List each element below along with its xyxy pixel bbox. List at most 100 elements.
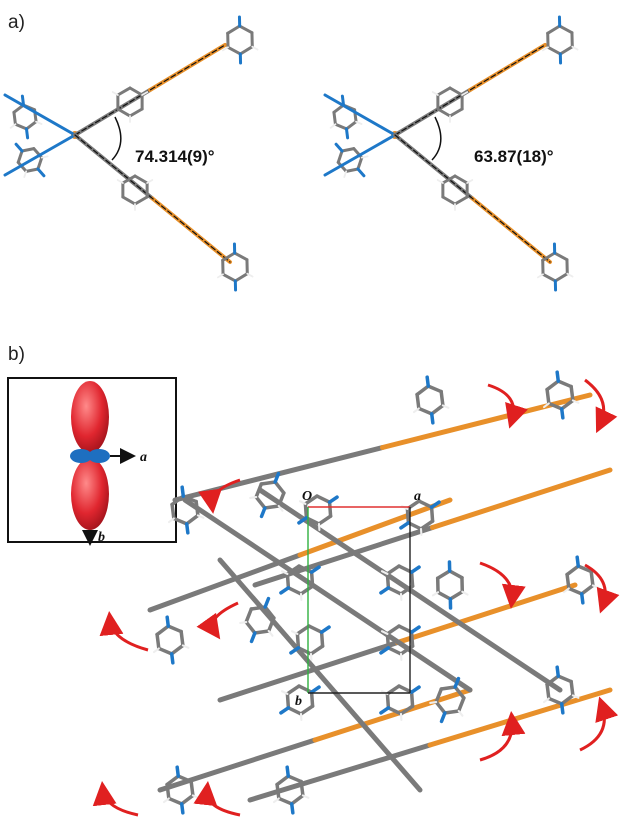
hydrogen-bond [272,797,280,804]
ring-bond [254,495,267,510]
cyano-tip [179,802,185,815]
cyano-tip [297,516,309,525]
ring-bond [443,709,461,715]
ring-bond [249,605,267,611]
hydrogen-bond [181,644,190,649]
ring-bond [546,45,562,56]
cyano-tip [579,592,585,605]
ring-bond [579,583,595,596]
hydrogen-bond [167,517,175,524]
ring-bond [332,110,337,126]
cyano-tip [309,685,321,694]
hydrogen-bond [542,402,550,409]
cyano-arm [323,93,397,137]
hydrogen-bond [537,273,544,279]
ring-bond [569,384,575,403]
cyano-tip [439,711,447,724]
ring-bond [36,156,44,171]
cyano-tip [289,646,301,655]
ring-bond [436,107,452,118]
ring-bond [24,167,40,173]
rotation-arrow [193,781,241,817]
ring-bond [435,569,452,581]
ring-bond [419,519,435,531]
ring-bond [16,149,24,164]
hydrogen-bond [412,407,420,414]
cyano-tip [356,167,366,178]
ring-bond [315,494,332,504]
hydrogen-bond [191,794,200,799]
ring-bond [545,682,551,701]
hydrogen-bond [35,120,43,125]
ring-bond [194,499,200,518]
ring-bond [299,779,305,798]
cyano-tip [36,167,46,178]
ring-bond [448,107,464,118]
ring-bond [244,607,254,624]
ring-bond [286,774,303,784]
cyano-tip [379,706,391,715]
ring-bond [417,406,434,416]
angle-arc [111,116,122,161]
ring-bond [386,706,403,716]
hydrogen-bond [246,272,254,278]
cyano-tip [340,94,346,107]
hydrogen-bond [436,179,444,184]
ring-bond [166,624,183,634]
bond-rod [157,737,318,793]
ring-bond [558,45,574,56]
hydrogen-bond [23,170,28,178]
bond-rod [147,552,303,613]
ring-bond [266,616,276,633]
hydrogen-bond [380,630,389,635]
cyano-tip [175,765,181,778]
ring-bond [181,494,198,504]
ring-bond [238,45,254,56]
ring-bond [556,674,573,684]
ring-bond [415,384,431,397]
orbital-lobe-bottom [71,458,109,530]
ring-bond [303,494,319,506]
ring-bond [565,572,571,591]
cell-origin-label: O [302,489,312,504]
hydrogen-bond [429,701,438,704]
cyano-tip [327,495,339,504]
cyano-tip [14,142,24,153]
ring-bond [295,632,301,650]
ring-bond [165,774,181,787]
ring-bond [155,632,161,651]
ring-bond [167,796,184,806]
ring-bond [303,502,309,520]
orbital-lobe-top [71,381,109,453]
hydrogen-bond [111,91,119,96]
ring-bond [286,586,303,596]
ring-bond [453,685,466,700]
ring-bond [221,272,237,283]
ring-bond [221,251,237,262]
ring-bond [238,24,254,35]
ring-bond [172,516,189,526]
ring-bond [385,632,391,650]
cyano-tip [263,596,271,609]
unit-cell [307,506,411,694]
cyano-tip [409,625,421,634]
ring-bond [319,630,325,648]
ring-bond [157,646,174,656]
cyano-tip [453,676,461,689]
ring-bond [448,86,464,97]
hydrogen-bond [441,404,450,409]
cyano-tip [344,127,350,140]
ring-bond [116,86,132,97]
ring-bond [289,793,305,806]
ring-bond [226,45,242,56]
ring-bond [409,570,415,588]
cyano-tip [285,765,291,778]
ring-bond [340,147,356,153]
ring-bond [309,644,325,656]
orbital-lobe-right [88,449,110,463]
ring-bond [545,674,561,687]
cell-axis-b-label: b [295,694,302,709]
ring-bond [567,586,584,596]
ring-bond [121,174,137,185]
panel-a-label: a) [8,12,25,33]
